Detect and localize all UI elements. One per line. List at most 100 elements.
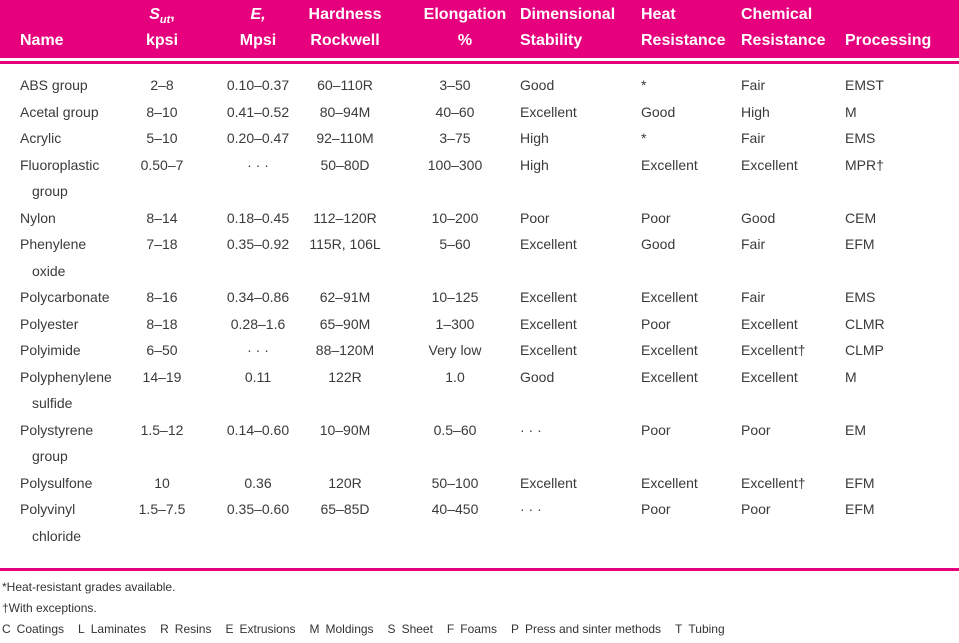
cell: Excellent [641,368,698,385]
cell: 80–94M [319,103,371,120]
cell: CEM [845,209,877,226]
cell: Poor [641,421,671,438]
cell: Excellent [520,342,577,358]
legend-code: P [510,622,519,636]
legend-code: F [446,622,455,636]
legend-code: M [309,622,320,636]
cell: CLMR [845,315,885,332]
row-name: chloride [32,527,82,544]
column-header: Mpsi [239,32,277,49]
cell: Fair [741,236,766,252]
cell: Excellent [520,474,577,491]
cell: EM [845,421,866,438]
row-name: oxide [32,262,66,279]
cell: EMST [845,77,884,93]
cell: 112–120R [313,209,377,226]
cell: 3–75 [439,130,471,146]
cell: EFM [845,501,875,517]
legend-meaning: Moldings [325,622,374,636]
column-header: Sut, [149,6,175,29]
column-header: E, [250,6,265,24]
cell: * [641,77,647,93]
row-name: Phenylene [20,236,87,252]
cell: M [845,368,857,385]
cell: Poor [741,501,771,517]
cell: Good [520,77,555,93]
cell: 6–50 [146,342,178,358]
legend-code: E [225,622,234,636]
row-name: Polyphenylene [20,368,112,385]
cell: 0.28–1.6 [230,315,286,332]
cell: 2–8 [150,77,174,93]
row-name: group [32,448,68,464]
cell: 0.18–0.45 [226,209,290,226]
cell: 1–300 [435,315,475,332]
cell: 0.11 [244,368,272,385]
row-name: Acetal group [20,103,99,120]
row-name: Polycarbonate [20,289,110,305]
cell: Excellent [520,315,577,332]
legend-code: C [2,622,11,636]
cell: EFM [845,236,875,252]
legend-item: P Press and sinter methods [511,622,661,636]
row-name: group [32,183,68,199]
cell: High [741,103,770,120]
cell: Good [641,236,676,252]
cell: 120R [328,474,362,491]
legend-item: C Coatings [2,622,64,636]
header-band [0,0,959,58]
cell: Fair [741,130,766,146]
cell: Poor [520,209,550,226]
cell: High [520,130,549,146]
cell: 40–450 [431,501,479,517]
cell: 60–110R [317,77,373,93]
row-name: Polyvinyl [20,501,76,517]
cell: Poor [641,501,671,517]
header-text: Elongation [423,6,507,23]
cell: · · · [247,156,269,173]
legend-meaning: Sheet [401,622,433,636]
cell: Poor [641,315,671,332]
cell: Excellent [520,289,577,305]
cell: Good [741,209,776,226]
cell: Excellent [641,156,698,173]
cell: CLMP [845,342,884,358]
cell: 92–110M [316,130,374,146]
legend: C Coatings L Laminates R Resins E Extrusions M Mo… [2,620,739,638]
legend-item: T Tubing [675,622,725,636]
column-header: Name [20,32,64,49]
legend-meaning: Coatings [16,622,65,636]
cell: 3–50 [439,77,471,93]
cell: 8–14 [146,209,178,226]
cell: High [520,156,549,173]
cell: Poor [741,421,771,438]
cell: * [641,130,647,146]
cell: MPR† [845,156,884,173]
cell: 0.10–0.37 [226,77,290,93]
cell: Excellent [741,156,798,173]
cell: Excellent [641,342,698,358]
cell: · · · [520,421,542,438]
header-rule [0,61,959,64]
row-name: Polysulfone [20,474,93,491]
cell: EMS [845,130,876,146]
header-text: S [149,6,160,23]
cell: 10–125 [431,289,479,305]
cell: Excellent† [741,342,806,358]
cell: 1.0 [445,368,465,385]
cell: Good [520,368,555,385]
column-header: Hardness [309,6,382,24]
column-header: Dimensional [520,6,615,24]
legend-item: M Moldings [310,622,374,636]
legend-meaning: Resins [174,622,212,636]
row-name: Fluoroplastic [20,156,100,173]
column-header: Resistance [641,32,726,49]
row-name: Polystyrene [20,421,94,438]
cell: Fair [741,77,766,93]
cell: 0.20–0.47 [226,130,290,146]
header-text: Chemical [741,6,813,23]
cell: 62–91M [319,289,371,305]
cell: 14–19 [142,368,182,385]
column-header: Rockwell [310,32,380,49]
